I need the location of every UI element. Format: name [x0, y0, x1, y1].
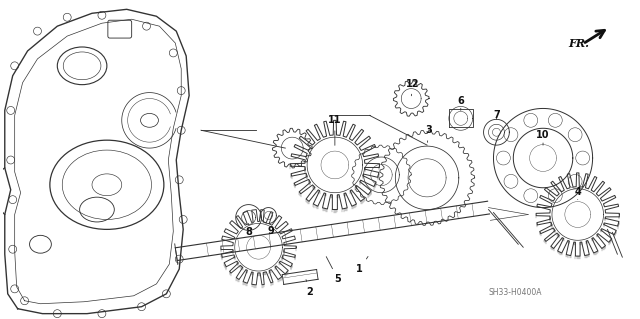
Text: 8: 8: [245, 223, 252, 237]
Text: 9: 9: [267, 223, 274, 236]
Text: 3: 3: [426, 125, 433, 142]
Text: 1: 1: [356, 256, 368, 274]
Text: 6: 6: [458, 95, 464, 110]
Text: 12: 12: [406, 79, 419, 96]
Text: 11: 11: [328, 115, 342, 145]
Text: FR.: FR.: [568, 38, 589, 49]
Text: 2: 2: [306, 279, 314, 297]
Text: 10: 10: [536, 130, 550, 145]
Text: 7: 7: [493, 110, 500, 120]
Text: 4: 4: [574, 187, 581, 200]
Text: 5: 5: [326, 257, 341, 284]
Text: SH33-H0400A: SH33-H0400A: [488, 288, 542, 297]
